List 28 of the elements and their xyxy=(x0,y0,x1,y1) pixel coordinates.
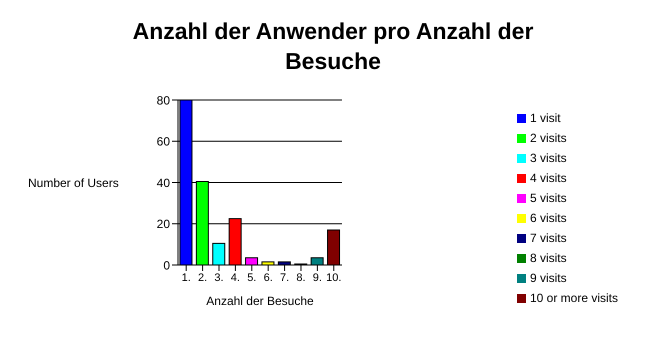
legend-label: 6 visits xyxy=(530,211,567,225)
x-tick-label: 3. xyxy=(214,272,224,284)
legend-label: 3 visits xyxy=(530,151,567,165)
x-tick-label: 9. xyxy=(312,272,322,284)
y-tick-label: 20 xyxy=(156,217,170,232)
x-tick-label: 7. xyxy=(280,272,290,284)
y-tick-label: 40 xyxy=(156,176,170,190)
x-tick-label: 10. xyxy=(326,272,342,284)
legend-label: 5 visits xyxy=(530,191,567,205)
legend-label: 2 visits xyxy=(530,131,567,145)
legend-label: 7 visits xyxy=(530,231,567,245)
legend-label: 4 visits xyxy=(530,171,567,185)
y-tick-label: 80 xyxy=(156,93,170,108)
y-tick-label: 60 xyxy=(156,134,170,149)
y-tick-label: 0 xyxy=(163,258,170,272)
x-axis-title: Anzahl der Besuche xyxy=(206,294,314,308)
x-tick-label: 1. xyxy=(182,272,191,284)
x-tick-label: 8. xyxy=(296,272,306,284)
x-tick-label: 6. xyxy=(264,272,273,284)
legend-label: 8 visits xyxy=(530,251,567,265)
legend-label: 1 visit xyxy=(530,111,561,125)
legend-label: 9 visits xyxy=(530,271,567,285)
x-tick-label: 4. xyxy=(230,272,240,284)
x-tick-label: 2. xyxy=(198,272,208,284)
chart-title: Anzahl der Anwender pro Anzahl der Besuche xyxy=(132,17,534,76)
y-axis-title: Number of Users xyxy=(28,176,119,190)
x-tick-label: 5. xyxy=(247,272,256,284)
legend-label: 10 or more visits xyxy=(530,291,618,305)
